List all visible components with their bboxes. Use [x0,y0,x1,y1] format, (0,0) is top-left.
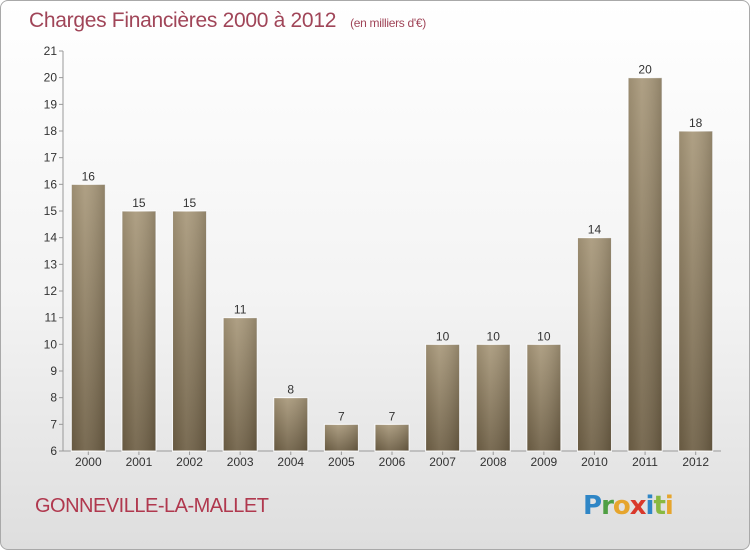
y-tick-label: 7 [50,417,57,431]
y-tick-label: 16 [44,177,58,191]
data-label: 10 [436,329,450,343]
x-tick-label: 2003 [227,455,254,469]
x-tick-label: 2006 [379,455,406,469]
x-tick-label: 2009 [530,455,557,469]
x-tick-label: 2002 [176,455,203,469]
bar-shade [172,211,207,451]
bar-shade [121,211,156,451]
x-tick-label: 2011 [632,455,658,469]
y-tick-label: 20 [44,71,58,85]
bar-shade [476,344,511,451]
data-label: 10 [487,329,501,343]
y-tick-label: 8 [50,391,57,405]
data-label: 11 [234,303,247,317]
x-tick-label: 2005 [328,455,355,469]
data-label: 20 [638,63,652,77]
data-label: 16 [82,169,96,183]
data-label: 15 [132,196,146,210]
y-tick-label: 6 [50,444,57,458]
data-label: 18 [689,116,703,130]
y-tick-label: 12 [44,284,58,298]
y-tick-label: 17 [44,151,58,165]
chart-title: Charges Financières 2000 à 2012 (en milli… [29,9,426,33]
x-tick-label: 2010 [581,455,608,469]
data-label: 15 [183,196,197,210]
bar-shade [678,131,713,451]
y-tick-label: 14 [44,231,58,245]
chart-subtitle: (en milliers d'€) [350,16,426,30]
bar-shade [273,397,308,451]
bar-shade [628,77,663,452]
y-tick-label: 10 [44,337,58,351]
x-tick-label: 2000 [75,455,102,469]
chart-title-text: Charges Financières 2000 à 2012 [29,9,337,32]
logo-letter: P [583,491,602,521]
x-tick-label: 2004 [277,455,304,469]
logo-letter: t [653,491,665,521]
bar-shade [375,424,409,451]
bar-shade [526,344,561,451]
x-tick-label: 2008 [480,455,507,469]
commune-name: GONNEVILLE-LA-MALLET [35,495,269,517]
x-tick-label: 2007 [429,455,456,469]
data-label: 7 [338,409,345,423]
y-tick-label: 9 [50,364,57,378]
bars: 16 15 15 11 8 7 7 10 10 10 14 20 18 [70,63,714,452]
x-tick-label: 2001 [126,455,153,469]
data-label: 14 [588,223,602,237]
bar-shade [425,344,460,451]
y-tick-label: 11 [45,311,58,325]
y-tick-label: 15 [44,204,58,218]
bar-shade [71,184,106,452]
bar-shade [223,317,258,451]
y-tick-label: 21 [44,44,58,58]
x-tick-label: 2012 [682,455,709,469]
data-label: 8 [287,383,294,397]
logo-letter: o [612,491,631,521]
logo-letter: r [601,491,614,521]
y-tick-label: 19 [44,97,58,111]
logo-letter: i [645,491,655,521]
data-label: 10 [537,329,551,343]
proxiti-logo: Proxiti [583,491,674,521]
data-label: 7 [389,409,396,423]
y-tick-label: 13 [44,257,58,271]
logo-letter: i [664,491,674,521]
bar-shade [324,424,359,451]
y-tick-label: 18 [44,124,58,138]
bar-shade [577,237,612,451]
logo-letter: x [629,491,647,521]
